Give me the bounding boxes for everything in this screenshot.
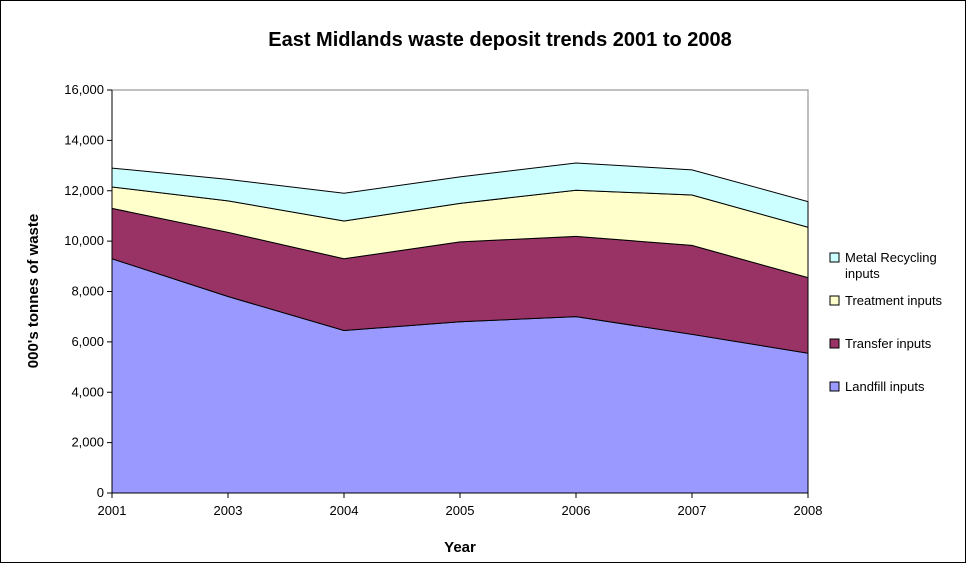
legend-swatch bbox=[829, 295, 840, 306]
legend-item-treatment-inputs: Treatment inputs bbox=[829, 293, 943, 308]
y-axis: 0 2,000 4,000 6,000 8,000 10,000 12,000 14,000 1… bbox=[64, 82, 113, 500]
y-axis-title: 000's tonnes of waste bbox=[25, 214, 42, 368]
legend-label: Treatment inputs bbox=[845, 293, 943, 308]
x-axis: 2001 2003 2004 2005 2006 2007 2008 bbox=[98, 492, 823, 518]
y-tick-label: 4,000 bbox=[71, 384, 104, 399]
y-tick-label: 10,000 bbox=[64, 233, 104, 248]
x-tick-label: 2007 bbox=[678, 503, 707, 518]
legend-label: Landfill inputs bbox=[845, 379, 925, 394]
chart-title: East Midlands waste deposit trends 2001 … bbox=[268, 29, 732, 51]
legend-item-transfer-inputs: Transfer inputs bbox=[829, 336, 932, 351]
y-tick-label: 16,000 bbox=[64, 82, 104, 97]
area-series-group bbox=[111, 162, 809, 494]
y-tick-label: 6,000 bbox=[71, 334, 104, 349]
x-tick-label: 2003 bbox=[214, 503, 243, 518]
x-tick-label: 2006 bbox=[562, 503, 591, 518]
y-tick-label: 0 bbox=[97, 485, 104, 500]
legend-label: Transfer inputs bbox=[845, 336, 932, 351]
x-axis-title: Year bbox=[444, 539, 476, 556]
y-tick-label: 8,000 bbox=[71, 284, 104, 299]
x-tick-label: 2001 bbox=[98, 503, 127, 518]
x-tick-label: 2005 bbox=[446, 503, 475, 518]
legend-swatch bbox=[829, 252, 840, 263]
legend-label: Metal Recycling inputs bbox=[845, 250, 937, 281]
y-tick-label: 2,000 bbox=[71, 435, 104, 450]
area-metal-recycling-inputs bbox=[111, 162, 809, 228]
x-tick-label: 2008 bbox=[794, 503, 823, 518]
legend-item-metal-recycling-inputs: Metal Recycling inputs bbox=[829, 250, 937, 281]
y-tick-label: 12,000 bbox=[64, 183, 104, 198]
x-tick-label: 2004 bbox=[330, 503, 359, 518]
legend: Metal Recycling inputs Treatment inputs Tra… bbox=[829, 250, 943, 394]
legend-swatch bbox=[829, 338, 840, 349]
legend-swatch bbox=[829, 381, 840, 392]
legend-item-landfill-inputs: Landfill inputs bbox=[829, 379, 925, 394]
y-tick-label: 14,000 bbox=[64, 132, 104, 147]
